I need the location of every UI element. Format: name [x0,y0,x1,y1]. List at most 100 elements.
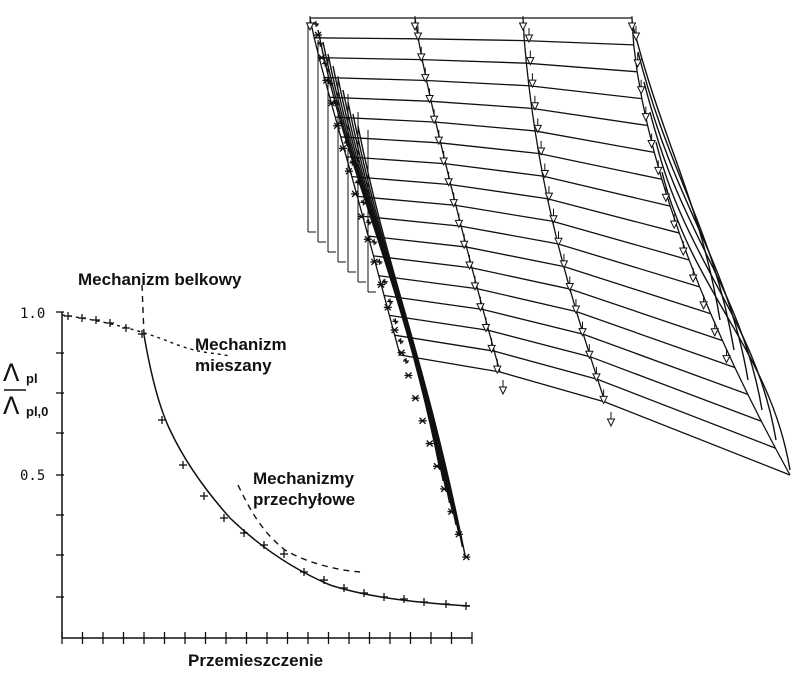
node-star-d [371,239,377,245]
node-star [349,159,356,166]
y-label-denominator-symbol: Λ [3,392,20,420]
hinge-star [404,371,413,379]
load-arrow-c-head [592,373,601,382]
frame-state-line [373,255,723,342]
node-star [371,239,378,246]
hinge-star [462,553,471,561]
rear-column-strips [307,22,376,293]
hinge-star-d2 [440,485,448,493]
x-axis-label: Przemieszczenie [188,651,323,670]
load-arrow-b-head [487,344,496,354]
frame-state-line [324,76,642,100]
load-arrow-d-head [661,193,671,203]
hinge-star-d2 [384,303,392,311]
node-star [360,199,367,206]
frame-state-line [314,37,634,46]
node-star-d [360,199,366,205]
frame-state-line [362,215,700,288]
front-column-curve [317,29,441,471]
node-star-d [327,81,333,86]
capacity-graph: 1.0 0.5 Λ pl Λ pl,0 Mechanizm belkowy Me… [3,270,473,670]
top-load-arrow-head [305,22,315,32]
curve-cross [260,541,268,549]
node-star [392,318,399,325]
y-axis-label: Λ pl Λ pl,0 [3,359,48,420]
hinge-star [425,440,434,447]
hinge-star [383,303,392,311]
curve-cross [420,598,428,606]
load-arrow-c-head [585,350,594,360]
right-column-curve [649,111,763,411]
frame-state-line [384,294,749,395]
hinge-star-d2 [448,508,455,516]
node-star [343,139,350,146]
load-arrow-d-head [678,247,688,257]
hinge-star-d2 [462,553,470,561]
hinge-star-d2 [364,235,372,243]
node-star [322,60,329,67]
load-arrow-b-head [425,94,434,104]
node-star [327,80,334,87]
load-arrow-c-head [554,237,563,247]
node-star-d [377,259,382,265]
hinge-star [338,145,347,152]
hinge-markers [313,21,471,561]
hinge-star [357,213,366,221]
main-capacity-curve [143,334,471,607]
hinge-star [363,235,372,243]
curve-cross [240,529,248,537]
axis-ticks [56,311,473,644]
node-star [332,100,339,107]
node-star-d [403,358,409,364]
hinge-star-d2 [433,462,441,470]
load-arrow-b-head [416,53,426,62]
right-column-curve [643,81,749,381]
node-star [313,21,319,27]
curve-cross-markers [64,312,470,610]
load-arrow-d-head [647,140,656,149]
hinge-star-d2 [405,371,412,379]
hinge-star-d2 [328,99,336,107]
node-star-d [349,160,355,166]
curve-cross [179,461,187,469]
hinge-star-d2 [370,258,378,266]
right-column-curve [661,171,791,471]
hinge-star [418,417,427,425]
curve-cross [220,514,228,522]
sway-mechanism-curve [237,484,361,573]
load-arrow-c-head [578,328,587,337]
hinge-star-d2 [455,530,463,538]
hinge-star [411,394,420,402]
load-arrow-c-head [540,170,550,179]
node-star-d [313,21,319,27]
load-arrow-c-head [599,395,608,405]
node-star-d [322,61,328,67]
load-arrow-c-head [524,34,534,44]
load-arrow-c-head [526,57,535,66]
node-trace-d [631,17,791,476]
y-label-numerator-symbol: Λ [3,359,20,387]
frame-state-line [394,334,776,449]
beam-mechanism-curve [141,284,145,336]
y-label-denominator-sub: pl,0 [26,404,48,419]
load-arrow-c-head [571,305,581,315]
mixed-mechanism-curve [61,314,231,357]
load-arrow-d-head [669,220,679,230]
hinge-star [447,508,456,516]
hinge-star-d2 [318,54,326,62]
deformed-frame-lines [309,17,791,476]
hinge-star [377,281,386,289]
hinge-star-d2 [391,326,399,334]
frame-state-line [340,136,662,180]
curve-cross [78,314,86,322]
frame-state-line [351,175,680,234]
load-arrow-b-head [454,219,464,229]
curve-cross [92,316,100,324]
node-star-d [387,299,393,304]
curve-cross [64,312,72,320]
node-trace-b [414,17,501,373]
y-label-numerator-sub: pl [26,371,38,386]
load-arrow-b-head [498,386,508,396]
load-arrows [305,16,731,428]
